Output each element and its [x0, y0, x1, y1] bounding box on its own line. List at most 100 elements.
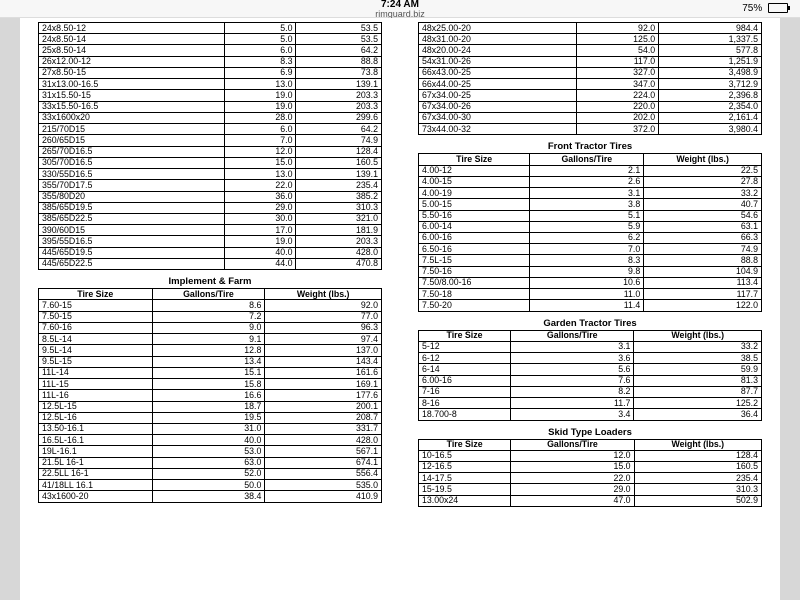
- table-row: 31x15.50-1519.0203.3: [39, 90, 382, 101]
- cell-weight: 92.0: [265, 300, 382, 311]
- cell-weight: 160.5: [296, 157, 382, 168]
- table-row: 22.5LL 16-152.0556.4: [39, 468, 382, 479]
- cell-gallons: 15.1: [152, 367, 265, 378]
- cell-size: 22.5LL 16-1: [39, 468, 153, 479]
- cell-weight: 53.5: [296, 34, 382, 45]
- column-header: Tire Size: [419, 439, 511, 450]
- cell-gallons: 44.0: [225, 258, 296, 269]
- cell-gallons: 3.1: [530, 188, 644, 199]
- cell-size: 31x15.50-15: [39, 90, 225, 101]
- cell-size: 7.5L-15: [419, 255, 530, 266]
- cell-gallons: 8.3: [530, 255, 644, 266]
- table-row: 6.50-167.074.9: [419, 244, 762, 255]
- cell-gallons: 327.0: [577, 67, 659, 78]
- cell-size: 14-17.5: [419, 473, 511, 484]
- cell-weight: 77.0: [265, 311, 382, 322]
- cell-gallons: 22.0: [511, 473, 634, 484]
- cell-weight: 104.9: [644, 266, 762, 277]
- cell-size: 395/55D16.5: [39, 236, 225, 247]
- cell-size: 445/65D22.5: [39, 258, 225, 269]
- cell-gallons: 220.0: [577, 101, 659, 112]
- cell-size: 48x20.00-24: [419, 45, 577, 56]
- cell-size: 445/65D19.5: [39, 247, 225, 258]
- cell-gallons: 13.0: [225, 169, 296, 180]
- cell-weight: 3,712.9: [659, 79, 762, 90]
- column-header: Weight (lbs.): [265, 289, 382, 300]
- table-row: 54x31.00-26117.01,251.9: [419, 56, 762, 67]
- table-row: 13.00x2447.0502.9: [419, 495, 762, 506]
- table-row: 73x44.00-32372.03,980.4: [419, 124, 762, 135]
- cell-size: 6.00-16: [419, 375, 511, 386]
- cell-gallons: 16.6: [152, 390, 265, 401]
- cell-size: 4.00-15: [419, 176, 530, 187]
- table-row: 6.00-167.681.3: [419, 375, 762, 386]
- cell-size: 385/65D22.5: [39, 213, 225, 224]
- cell-gallons: 11.0: [530, 289, 644, 300]
- cell-gallons: 7.6: [511, 375, 634, 386]
- table-row: 7.50-157.277.0: [39, 311, 382, 322]
- cell-size: 31x13.00-16.5: [39, 79, 225, 90]
- cell-weight: 117.7: [644, 289, 762, 300]
- cell-size: 11L-16: [39, 390, 153, 401]
- cell-gallons: 117.0: [577, 56, 659, 67]
- cell-size: 8-16: [419, 398, 511, 409]
- document-page: 24x8.50-125.053.524x8.50-145.053.525x8.5…: [0, 18, 800, 600]
- cell-gallons: 3.8: [530, 199, 644, 210]
- cell-weight: 87.7: [634, 386, 762, 397]
- table-row: 395/55D16.519.0203.3: [39, 236, 382, 247]
- table-row: 4.00-122.122.5: [419, 165, 762, 176]
- cell-weight: 161.6: [265, 367, 382, 378]
- tire-table: Tire SizeGallons/TireWeight (lbs.)4.00-1…: [418, 153, 762, 311]
- cell-weight: 137.0: [265, 345, 382, 356]
- cell-size: 10-16.5: [419, 450, 511, 461]
- cell-weight: 310.3: [296, 202, 382, 213]
- cell-gallons: 29.0: [511, 484, 634, 495]
- cell-gallons: 6.0: [225, 124, 296, 135]
- table-row: 14-17.522.0235.4: [419, 473, 762, 484]
- cell-size: 12.5L-16: [39, 412, 153, 423]
- cell-size: 66x43.00-25: [419, 67, 577, 78]
- cell-size: 385/65D19.5: [39, 202, 225, 213]
- cell-weight: 22.5: [644, 165, 762, 176]
- cell-size: 7.60-15: [39, 300, 153, 311]
- cell-gallons: 5.0: [225, 23, 296, 34]
- cell-size: 67x34.00-25: [419, 90, 577, 101]
- cell-size: 5.00-15: [419, 199, 530, 210]
- right-column: 48x25.00-2092.0984.448x31.00-20125.01,33…: [400, 18, 780, 600]
- tablet-screenshot: 7:24 AM rimguard.biz 75% 24x8.50-125.053…: [0, 0, 800, 600]
- cell-gallons: 53.0: [152, 446, 265, 457]
- table-row: 9.5L-1513.4143.4: [39, 356, 382, 367]
- cell-weight: 73.8: [296, 67, 382, 78]
- section-title: Implement & Farm: [38, 276, 382, 287]
- table-row: 41/18LL 16.150.0535.0: [39, 480, 382, 491]
- cell-weight: 556.4: [265, 468, 382, 479]
- table-row: 390/60D1517.0181.9: [39, 225, 382, 236]
- status-url: rimguard.biz: [0, 9, 800, 19]
- cell-weight: 33.2: [644, 188, 762, 199]
- cell-size: 19L-16.1: [39, 446, 153, 457]
- table-row: 33x1600x2028.0299.6: [39, 112, 382, 123]
- cell-weight: 235.4: [634, 473, 761, 484]
- tire-table: 24x8.50-125.053.524x8.50-145.053.525x8.5…: [38, 22, 382, 270]
- cell-gallons: 22.0: [225, 180, 296, 191]
- cell-size: 9.5L-15: [39, 356, 153, 367]
- table-row: 5.50-165.154.6: [419, 210, 762, 221]
- cell-size: 11L-14: [39, 367, 153, 378]
- cell-size: 265/70D16.5: [39, 146, 225, 157]
- cell-size: 48x31.00-20: [419, 34, 577, 45]
- table-row: 12-16.515.0160.5: [419, 461, 762, 472]
- cell-size: 66x44.00-25: [419, 79, 577, 90]
- cell-size: 6.50-16: [419, 244, 530, 255]
- table-row: 31x13.00-16.513.0139.1: [39, 79, 382, 90]
- cell-size: 12.5L-15: [39, 401, 153, 412]
- table-row: 7.60-169.096.3: [39, 322, 382, 333]
- column-header: Gallons/Tire: [511, 330, 634, 341]
- cell-size: 24x8.50-14: [39, 34, 225, 45]
- cell-gallons: 36.0: [225, 191, 296, 202]
- cell-weight: 96.3: [265, 322, 382, 333]
- column-header: Weight (lbs.): [634, 439, 761, 450]
- cell-weight: 1,251.9: [659, 56, 762, 67]
- table-row: 48x31.00-20125.01,337.5: [419, 34, 762, 45]
- table-row: 7.50/8.00-1610.6113.4: [419, 277, 762, 288]
- cell-weight: 74.9: [296, 135, 382, 146]
